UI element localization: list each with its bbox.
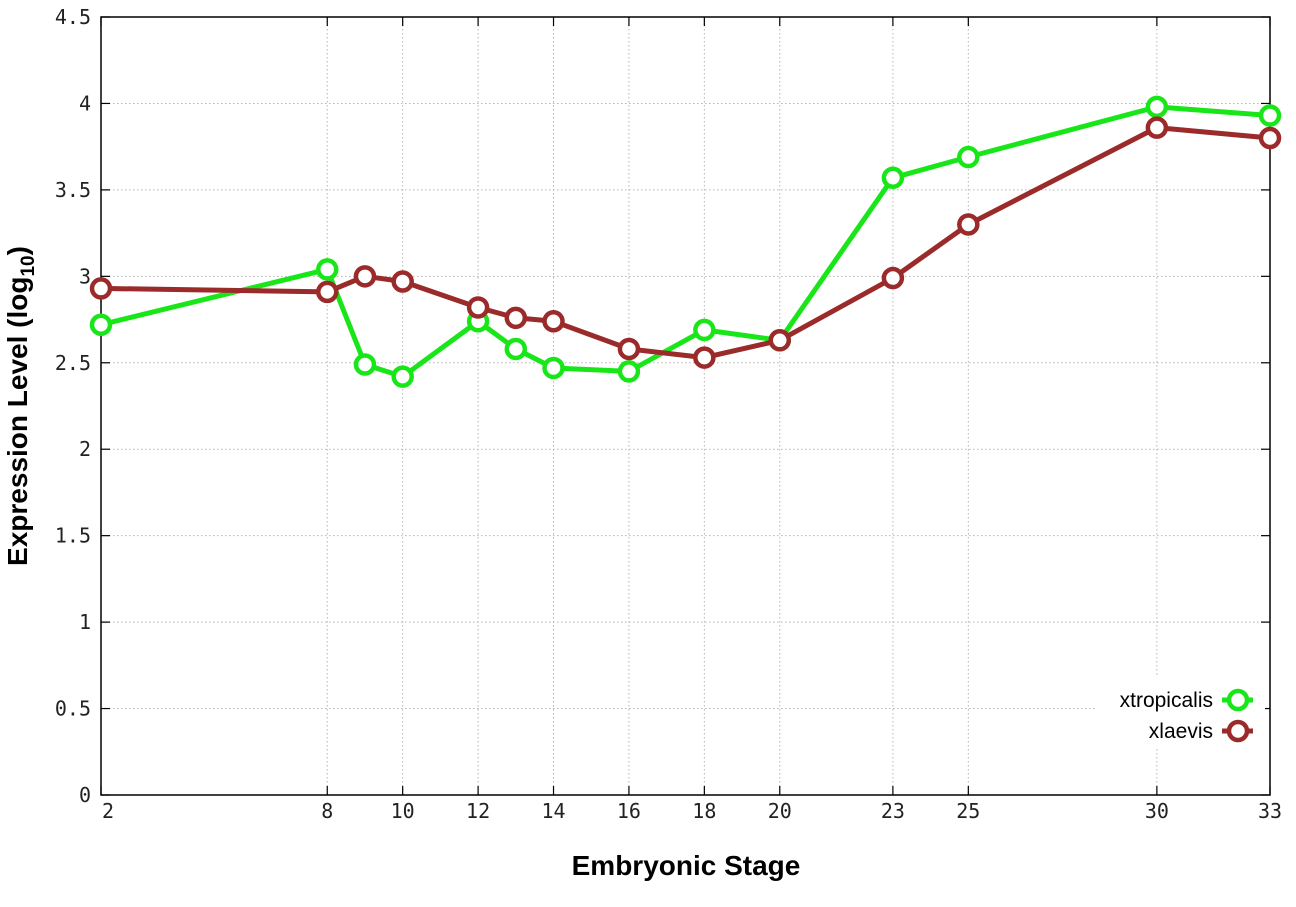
y-tick-label: 4 bbox=[79, 91, 91, 115]
x-tick-label: 2 bbox=[102, 799, 114, 823]
data-point-xlaevis bbox=[1258, 126, 1282, 150]
y-axis-title-subscript: 10 bbox=[18, 255, 39, 276]
legend-label: xtropicalis bbox=[1120, 689, 1213, 712]
data-point-xlaevis bbox=[881, 266, 905, 290]
data-point-xlaevis bbox=[504, 306, 528, 330]
y-tick-label: 1 bbox=[79, 610, 91, 634]
data-point-xlaevis bbox=[353, 265, 377, 288]
axis-ticks: 0 0.5 1 1.5 2 2.5 3 3.5 4 4.5 2 8 10 12 14 16 18 20 23 25 30… bbox=[55, 5, 1282, 823]
y-tick-label: 1.5 bbox=[55, 524, 91, 548]
y-tick-label: 0 bbox=[79, 783, 91, 807]
data-point-xtropicalis bbox=[89, 313, 113, 336]
y-tick-label: 2 bbox=[79, 437, 91, 461]
legend-swatch-marker bbox=[1226, 719, 1250, 743]
legend: xtropicalis xlaevis bbox=[1095, 677, 1265, 749]
data-point-xtropicalis bbox=[316, 258, 339, 281]
x-tick-label: 14 bbox=[541, 799, 565, 823]
x-tick-label: 33 bbox=[1258, 799, 1282, 823]
data-point-xlaevis bbox=[391, 270, 414, 293]
series-layer bbox=[89, 95, 1282, 388]
data-point-xtropicalis bbox=[391, 365, 414, 388]
series-line-xtropicalis bbox=[100, 104, 1271, 380]
data-point-xlaevis bbox=[316, 280, 339, 304]
grid-lines bbox=[101, 17, 1270, 795]
data-point-xlaevis bbox=[466, 296, 490, 319]
y-tick-label: 3 bbox=[79, 264, 91, 288]
x-tick-label: 12 bbox=[466, 799, 490, 823]
x-tick-label: 30 bbox=[1145, 799, 1169, 823]
y-axis-title: Expression Level (log10) bbox=[2, 246, 39, 566]
data-point-xtropicalis bbox=[881, 166, 905, 190]
y-tick-label: 4.5 bbox=[55, 5, 91, 29]
data-point-xtropicalis bbox=[957, 145, 980, 169]
legend-label: xlaevis bbox=[1149, 720, 1213, 743]
x-tick-label: 18 bbox=[692, 799, 716, 823]
plot-frame bbox=[100, 16, 1271, 796]
x-tick-label: 25 bbox=[956, 799, 980, 823]
data-point-xlaevis bbox=[768, 329, 792, 352]
x-tick-label: 23 bbox=[881, 799, 905, 823]
data-point-xtropicalis bbox=[693, 318, 716, 342]
series-line-xlaevis bbox=[100, 125, 1271, 361]
data-point-xtropicalis bbox=[504, 337, 528, 361]
data-point-xlaevis bbox=[89, 277, 113, 300]
data-point-xlaevis bbox=[542, 310, 565, 333]
legend-swatch-marker bbox=[1226, 688, 1250, 712]
x-tick-label: 16 bbox=[617, 799, 641, 823]
y-tick-label: 2.5 bbox=[55, 351, 91, 375]
data-point-xtropicalis bbox=[353, 353, 377, 376]
y-tick-label: 3.5 bbox=[55, 178, 91, 202]
data-point-xtropicalis bbox=[1145, 95, 1169, 119]
x-tick-label: 20 bbox=[768, 799, 792, 823]
x-tick-label: 8 bbox=[321, 799, 333, 823]
data-point-xtropicalis bbox=[1258, 104, 1282, 127]
y-axis-title-close: ) bbox=[2, 246, 33, 255]
data-point-xlaevis bbox=[1145, 116, 1169, 139]
data-point-xlaevis bbox=[617, 337, 641, 361]
x-tick-label: 10 bbox=[391, 799, 415, 823]
data-point-xlaevis bbox=[957, 213, 980, 236]
data-point-xtropicalis bbox=[617, 360, 641, 383]
data-point-xlaevis bbox=[693, 346, 716, 369]
y-axis-title-main: Expression Level (log bbox=[2, 277, 33, 566]
y-tick-label: 0.5 bbox=[55, 697, 91, 721]
x-axis-title: Embryonic Stage bbox=[572, 850, 801, 881]
data-point-xtropicalis bbox=[542, 356, 565, 380]
